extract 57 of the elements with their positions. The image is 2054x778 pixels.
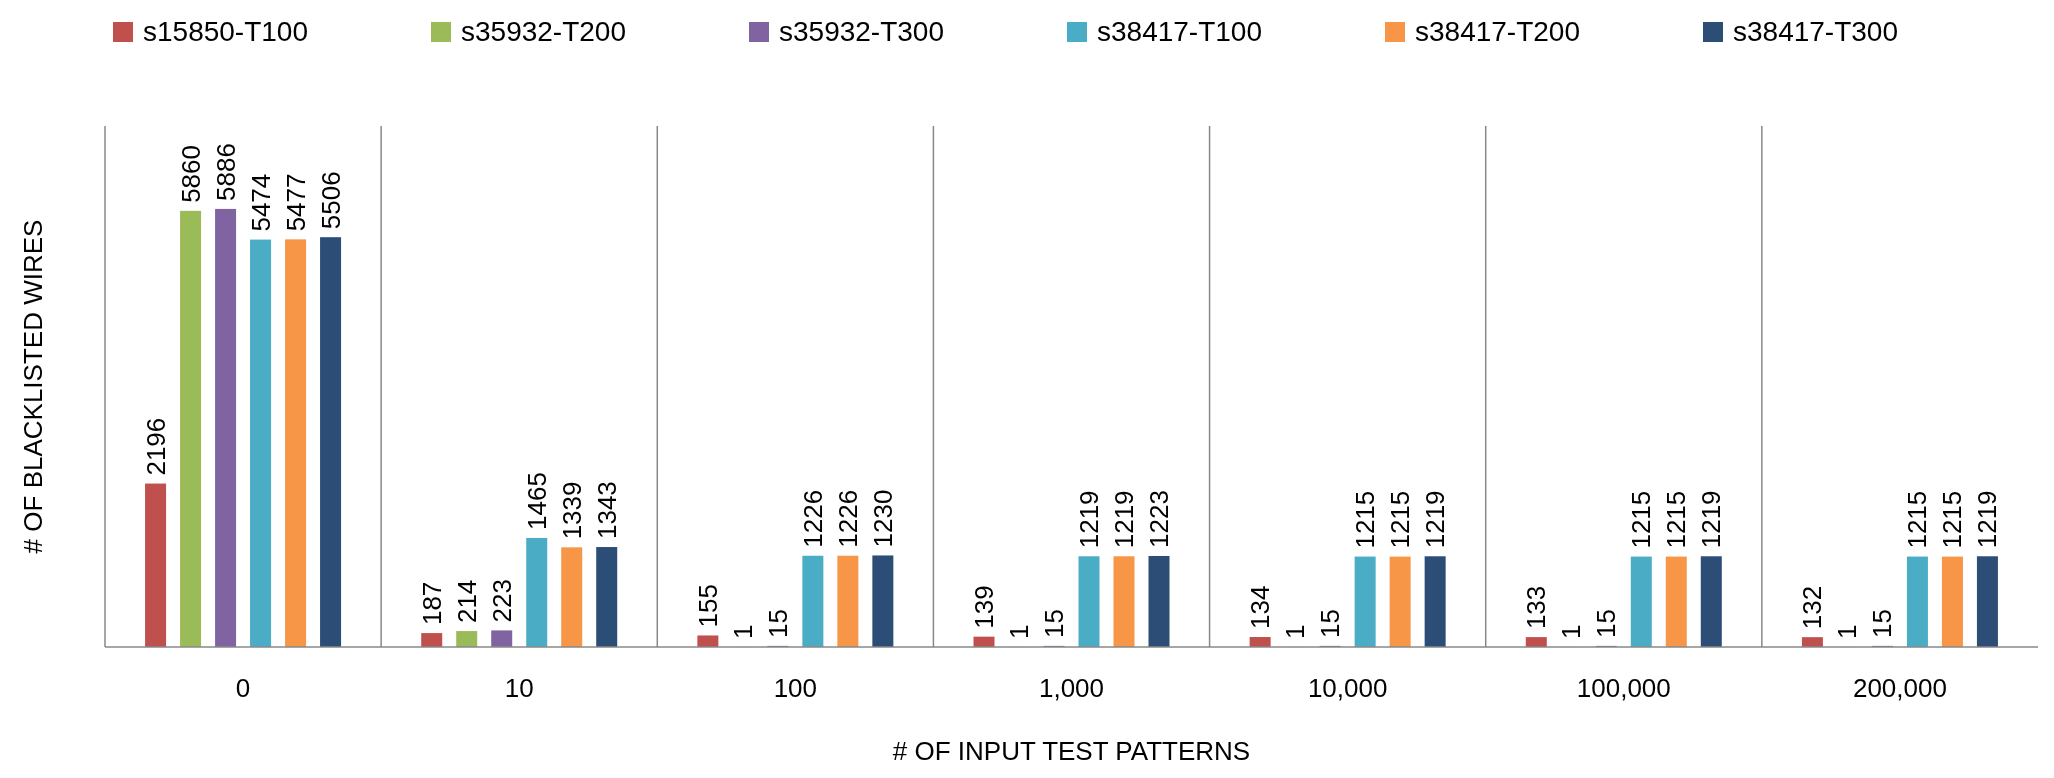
data-label: 1 [1556, 624, 1587, 639]
x-tick-label: 100,000 [1576, 673, 1671, 703]
data-label: 1 [1280, 624, 1311, 639]
data-label: 5506 [315, 171, 346, 230]
y-axis-title: # OF BLACKLISTED WIRES [18, 219, 48, 554]
x-tick-label: 0 [235, 673, 251, 703]
data-label: 134 [1245, 585, 1276, 630]
data-label: 1219 [1972, 490, 2003, 549]
data-label: 2196 [140, 417, 171, 476]
legend-label: s38417-T100 [1097, 16, 1263, 47]
legend-label: s38417-T200 [1415, 16, 1581, 47]
data-label: 1215 [1661, 490, 1692, 549]
data-label: 15 [1315, 608, 1346, 638]
data-label: 214 [451, 579, 482, 624]
data-label: 133 [1521, 585, 1552, 630]
data-label: 155 [692, 584, 723, 628]
data-label: 15 [1591, 608, 1622, 638]
data-label: 5886 [210, 143, 241, 201]
legend-label: s15850-T100 [143, 16, 309, 47]
data-label: 1215 [1937, 490, 1968, 549]
data-label: 1215 [1350, 490, 1381, 549]
data-label: 1219 [1109, 490, 1139, 549]
legend-label: s35932-T300 [779, 16, 945, 47]
data-label: 15 [1867, 608, 1898, 638]
x-tick-label: 200,000 [1852, 673, 1947, 703]
data-label: 1343 [591, 481, 622, 540]
data-label: 132 [1797, 585, 1828, 630]
data-label: 5860 [175, 145, 206, 203]
data-label: 1219 [1696, 490, 1727, 549]
data-label: 5477 [280, 173, 311, 232]
data-label: 1 [1832, 624, 1863, 639]
x-tick-label: 10,000 [1307, 673, 1388, 703]
data-label: 139 [969, 585, 999, 629]
data-label: 1 [727, 624, 758, 639]
data-label: 15 [762, 608, 793, 638]
legend-label: s35932-T200 [461, 16, 627, 47]
x-axis-title: # OF INPUT TEST PATTERNS [892, 736, 1251, 766]
data-label: 1226 [797, 489, 828, 548]
data-label: 1219 [1420, 490, 1451, 549]
data-label: 1215 [1626, 490, 1657, 549]
data-label: 1215 [1385, 490, 1416, 549]
data-label: 1215 [1902, 490, 1933, 549]
data-label: 1226 [832, 489, 863, 548]
x-tick-label: 1,000 [1038, 673, 1105, 703]
data-label: 1230 [867, 489, 898, 548]
data-label: 223 [486, 579, 517, 623]
data-label: 1465 [521, 472, 552, 530]
legend-label: s38417-T300 [1733, 16, 1899, 47]
data-label: 187 [416, 581, 447, 626]
x-tick-label: 100 [773, 673, 818, 703]
data-label: 1219 [1074, 490, 1104, 549]
data-label: 1223 [1144, 490, 1174, 548]
data-label: 15 [1039, 608, 1069, 638]
data-label: 1339 [556, 481, 587, 540]
x-tick-label: 10 [504, 673, 534, 703]
data-label: 5474 [245, 173, 276, 232]
data-label: 1 [1004, 624, 1034, 639]
